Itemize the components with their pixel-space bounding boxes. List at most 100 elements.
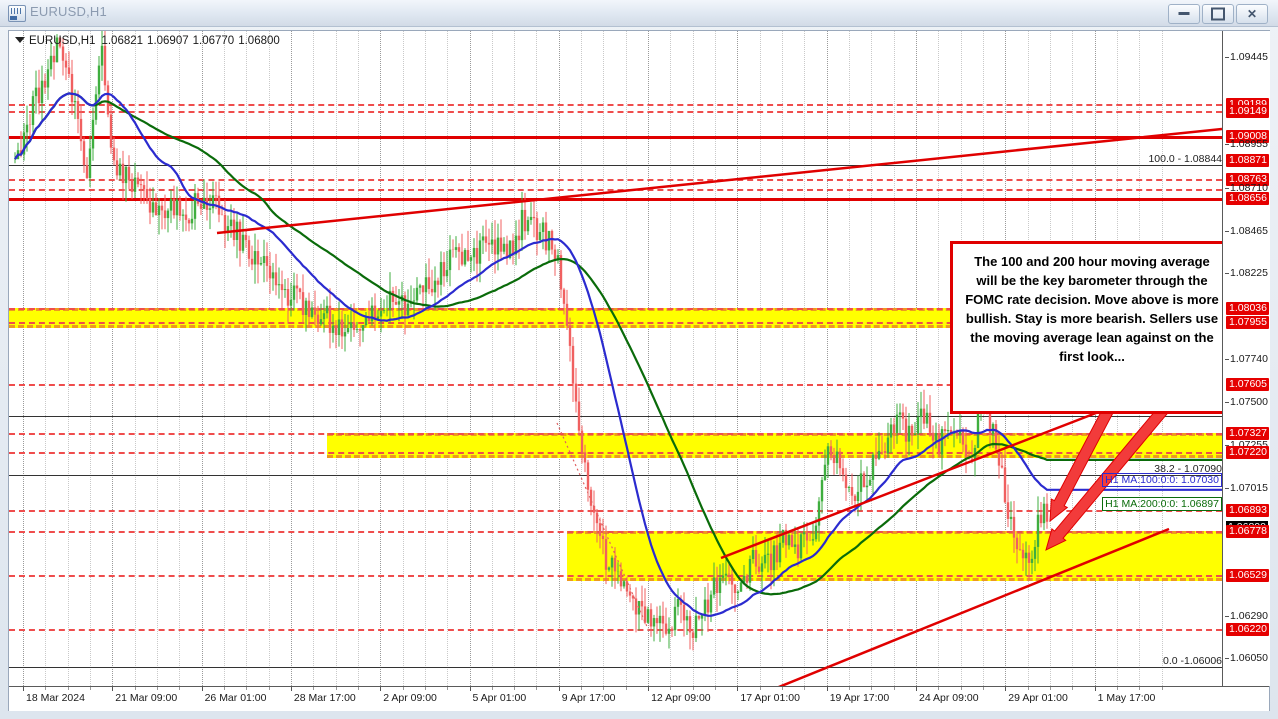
vertical-gridline-minor: [246, 31, 248, 686]
channel-upper-trendline: [720, 406, 1110, 560]
vertical-gridline-minor: [670, 31, 672, 686]
chart-container[interactable]: 100.0 - 1.0884450.0 - 1.0742538.2 - 1.07…: [8, 30, 1270, 711]
time-tick-minor: [1027, 687, 1029, 690]
vertical-gridline-minor: [603, 31, 605, 686]
vertical-gridline-minor: [402, 31, 404, 686]
fib-level-label: 0.0 -1.06006: [1163, 655, 1222, 668]
vertical-gridline-minor: [692, 31, 694, 686]
time-axis-label: 19 Apr 17:00: [829, 692, 890, 704]
time-axis-label: 26 Mar 01:00: [204, 692, 267, 704]
chart-dropdown-icon[interactable]: [15, 36, 25, 43]
time-tick: [201, 687, 203, 691]
time-tick-minor: [536, 687, 538, 690]
vertical-gridline-minor: [223, 31, 225, 686]
time-axis-label: 21 Mar 09:00: [115, 692, 178, 704]
time-tick-minor: [893, 687, 895, 690]
ma-legend-label: H1 MA:200:0:0: 1.06897: [1102, 496, 1222, 511]
time-tick-minor: [156, 687, 158, 690]
price-axis-label: 1.06050: [1225, 652, 1268, 665]
vertical-gridline: [826, 31, 828, 686]
vertical-gridline: [648, 31, 650, 686]
resistance-level-dashed: [9, 188, 1222, 191]
channel-lower-trendline: [778, 527, 1170, 686]
window-title: EURUSD,H1: [30, 4, 107, 19]
price-axis-label: 1.06290: [1225, 609, 1268, 622]
fib-level-line: [9, 667, 1222, 669]
time-tick-minor: [1161, 687, 1163, 690]
minimize-button[interactable]: [1168, 4, 1200, 24]
price-axis-label: 1.08036: [1226, 301, 1269, 315]
vertical-gridline: [112, 31, 114, 686]
quote-open: 1.06821: [101, 35, 144, 47]
time-tick-minor: [268, 687, 270, 690]
vertical-gridline-minor: [45, 31, 47, 686]
price-axis-label: 1.07605: [1226, 378, 1269, 392]
chart-annotation-textbox[interactable]: The 100 and 200 hour moving average will…: [950, 241, 1222, 414]
time-tick: [112, 687, 114, 691]
fib-level-line: [9, 416, 1222, 418]
price-axis-label: 1.07955: [1226, 316, 1269, 330]
quote-symbol: EURUSD,H1: [29, 35, 96, 47]
vertical-gridline: [290, 31, 292, 686]
chart-plot-area[interactable]: 100.0 - 1.0884450.0 - 1.0742538.2 - 1.07…: [9, 31, 1222, 686]
time-tick-minor: [335, 687, 337, 690]
vertical-gridline: [916, 31, 917, 686]
price-axis-label: 1.07327: [1226, 427, 1269, 441]
time-tick-minor: [89, 687, 91, 690]
time-axis[interactable]: 18 Mar 2024 21 Mar 09:00 26 Mar 01:00 28 Ma…: [9, 686, 1269, 711]
time-tick-minor: [402, 687, 404, 690]
vertical-gridline-minor: [179, 31, 181, 686]
time-tick-minor: [67, 687, 69, 690]
vertical-gridline-minor: [893, 31, 895, 686]
time-axis-label: 5 Apr 01:00: [472, 692, 527, 704]
vertical-gridline-minor: [268, 31, 270, 686]
price-axis-label: 1.06529: [1226, 568, 1269, 582]
time-axis-label: 17 Apr 01:00: [740, 692, 800, 704]
time-axis-label: 29 Apr 01:00: [1008, 692, 1068, 704]
time-tick-minor: [871, 687, 873, 690]
close-button[interactable]: ✕: [1236, 4, 1268, 24]
symbol-quote-line: EURUSD,H1 1.06821 1.06907 1.06770 1.06800: [15, 35, 284, 47]
vertical-gridline-minor: [536, 31, 538, 686]
quote-close: 1.06800: [238, 35, 280, 47]
time-tick: [916, 687, 917, 691]
price-axis-label: 1.06778: [1226, 524, 1269, 538]
vertical-gridline-minor: [715, 31, 717, 686]
vertical-gridline: [737, 31, 739, 686]
time-tick-minor: [692, 687, 694, 690]
vertical-gridline-minor: [581, 31, 583, 686]
vertical-gridline-minor: [156, 31, 158, 686]
time-tick-minor: [313, 687, 315, 690]
price-axis[interactable]: 1.09445 1.09189 1.09149 1.09008 1.08955 1.088…: [1222, 31, 1270, 686]
time-tick-minor: [960, 687, 962, 690]
time-tick-minor: [1072, 687, 1074, 690]
time-tick-minor: [357, 687, 359, 690]
vertical-gridline-minor: [871, 31, 873, 686]
time-tick-minor: [603, 687, 605, 690]
price-axis-label: 1.07500: [1225, 395, 1268, 408]
time-tick: [737, 687, 739, 691]
vertical-gridline-minor: [782, 31, 784, 686]
time-axis-label: 12 Apr 09:00: [651, 692, 711, 704]
time-tick-minor: [491, 687, 493, 690]
vertical-gridline-minor: [313, 31, 315, 686]
fib-level-line: [9, 164, 1222, 166]
vertical-gridline-minor: [335, 31, 337, 686]
vertical-gridline-minor: [491, 31, 493, 686]
vertical-gridline-minor: [849, 31, 851, 686]
fib-level-line: [9, 475, 1222, 477]
time-tick-minor: [1049, 687, 1051, 690]
minimize-icon: [1178, 12, 1190, 16]
resistance-level-dashed: [9, 179, 1222, 182]
time-tick-minor: [223, 687, 225, 690]
time-tick-minor: [670, 687, 672, 690]
time-tick: [558, 687, 560, 691]
price-axis-label: 1.08871: [1226, 154, 1269, 168]
resistance-level-dashed: [9, 110, 1222, 113]
time-tick: [469, 687, 471, 691]
time-tick-minor: [581, 687, 583, 690]
price-axis-label: 1.08465: [1225, 224, 1268, 237]
maximize-button[interactable]: [1202, 4, 1234, 24]
time-axis-label: 24 Apr 09:00: [919, 692, 979, 704]
